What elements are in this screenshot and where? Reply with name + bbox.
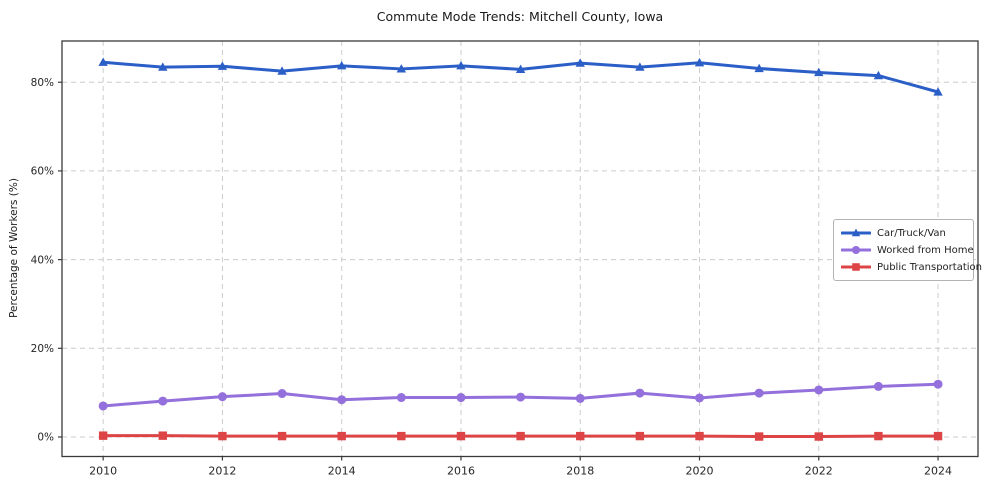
legend-label-public-transportation: Public Transportation — [877, 261, 982, 273]
series-marker-1 — [337, 395, 347, 405]
series-marker-0 — [635, 62, 645, 71]
series-marker-1 — [158, 396, 168, 406]
series-marker-0 — [515, 64, 526, 73]
series-marker-2 — [635, 431, 645, 441]
series-marker-1 — [695, 393, 705, 403]
series-marker-0 — [754, 63, 764, 73]
series-marker-2 — [754, 432, 764, 441]
legend-sample-worked-from-home-icon — [841, 245, 871, 255]
plot-border — [61, 40, 979, 458]
series-marker-0 — [98, 57, 108, 66]
series-marker-1 — [98, 401, 108, 411]
x-tick-label: 2014 — [328, 465, 356, 478]
series-marker-2 — [933, 431, 943, 441]
series-marker-2 — [576, 431, 585, 441]
x-tick-label: 2010 — [89, 465, 117, 478]
chart-title: Commute Mode Trends: Mitchell County, Io… — [376, 9, 664, 24]
series-marker-1 — [814, 385, 824, 395]
legend-sample-marker — [852, 263, 860, 271]
legend-label-car-truck-van: Car/Truck/Van — [877, 227, 946, 239]
series-marker-0 — [456, 61, 466, 70]
series-marker-1 — [516, 392, 526, 402]
legend-item-public-transportation: Public Transportation — [841, 260, 982, 274]
series-marker-2 — [456, 431, 466, 441]
x-tick-label: 2018 — [566, 465, 594, 478]
series-marker-0 — [158, 62, 168, 71]
series-marker-1 — [754, 388, 764, 398]
series-marker-0 — [814, 67, 824, 77]
x-tick-label: 2020 — [686, 465, 714, 478]
legend-item-car-truck-van: Car/Truck/Van — [841, 226, 966, 240]
series-marker-0 — [217, 61, 228, 70]
series-marker-2 — [695, 431, 704, 441]
x-tick-label: 2016 — [447, 465, 475, 478]
series-marker-1 — [396, 393, 406, 403]
y-tick-label: 0% — [37, 432, 54, 444]
y-tick-label: 20% — [31, 343, 54, 355]
series-marker-0 — [396, 64, 407, 73]
x-tick-label: 2024 — [924, 465, 952, 478]
legend-sample-car-truck-van-icon — [841, 228, 871, 237]
y-tick-label: 40% — [31, 254, 54, 266]
legend-item-worked-from-home: Worked from Home — [841, 243, 974, 257]
series-marker-2 — [98, 431, 108, 440]
series-marker-2 — [158, 431, 167, 440]
legend: Car/Truck/Van Worked from Home Public Tr… — [833, 219, 982, 281]
series-marker-2 — [516, 431, 525, 441]
legend-label-worked-from-home: Worked from Home — [877, 244, 974, 256]
series-marker-2 — [814, 432, 823, 441]
series-marker-0 — [575, 58, 585, 67]
x-tick-label: 2012 — [208, 465, 236, 478]
series-marker-1 — [217, 392, 227, 402]
series-marker-0 — [933, 87, 943, 96]
series-marker-1 — [635, 388, 645, 398]
series-marker-2 — [277, 431, 287, 441]
series-marker-0 — [694, 57, 705, 67]
series-marker-2 — [218, 431, 227, 441]
legend-sample-public-transportation-icon — [841, 263, 871, 271]
y-tick-label: 60% — [31, 166, 54, 178]
series-marker-1 — [933, 379, 943, 389]
series-marker-2 — [397, 431, 406, 441]
y-tick-label: 80% — [31, 77, 54, 89]
legend-sample-marker — [851, 228, 861, 237]
series-marker-2 — [337, 431, 346, 441]
series-marker-0 — [336, 61, 347, 70]
series-marker-1 — [456, 393, 466, 403]
series-marker-2 — [874, 431, 883, 441]
x-tick-label: 2022 — [805, 465, 833, 478]
series-marker-1 — [575, 393, 585, 403]
series-marker-1 — [277, 389, 287, 399]
series-marker-0 — [277, 66, 287, 75]
series-marker-0 — [873, 70, 884, 80]
legend-sample-marker — [851, 245, 861, 255]
series-marker-1 — [873, 381, 883, 391]
